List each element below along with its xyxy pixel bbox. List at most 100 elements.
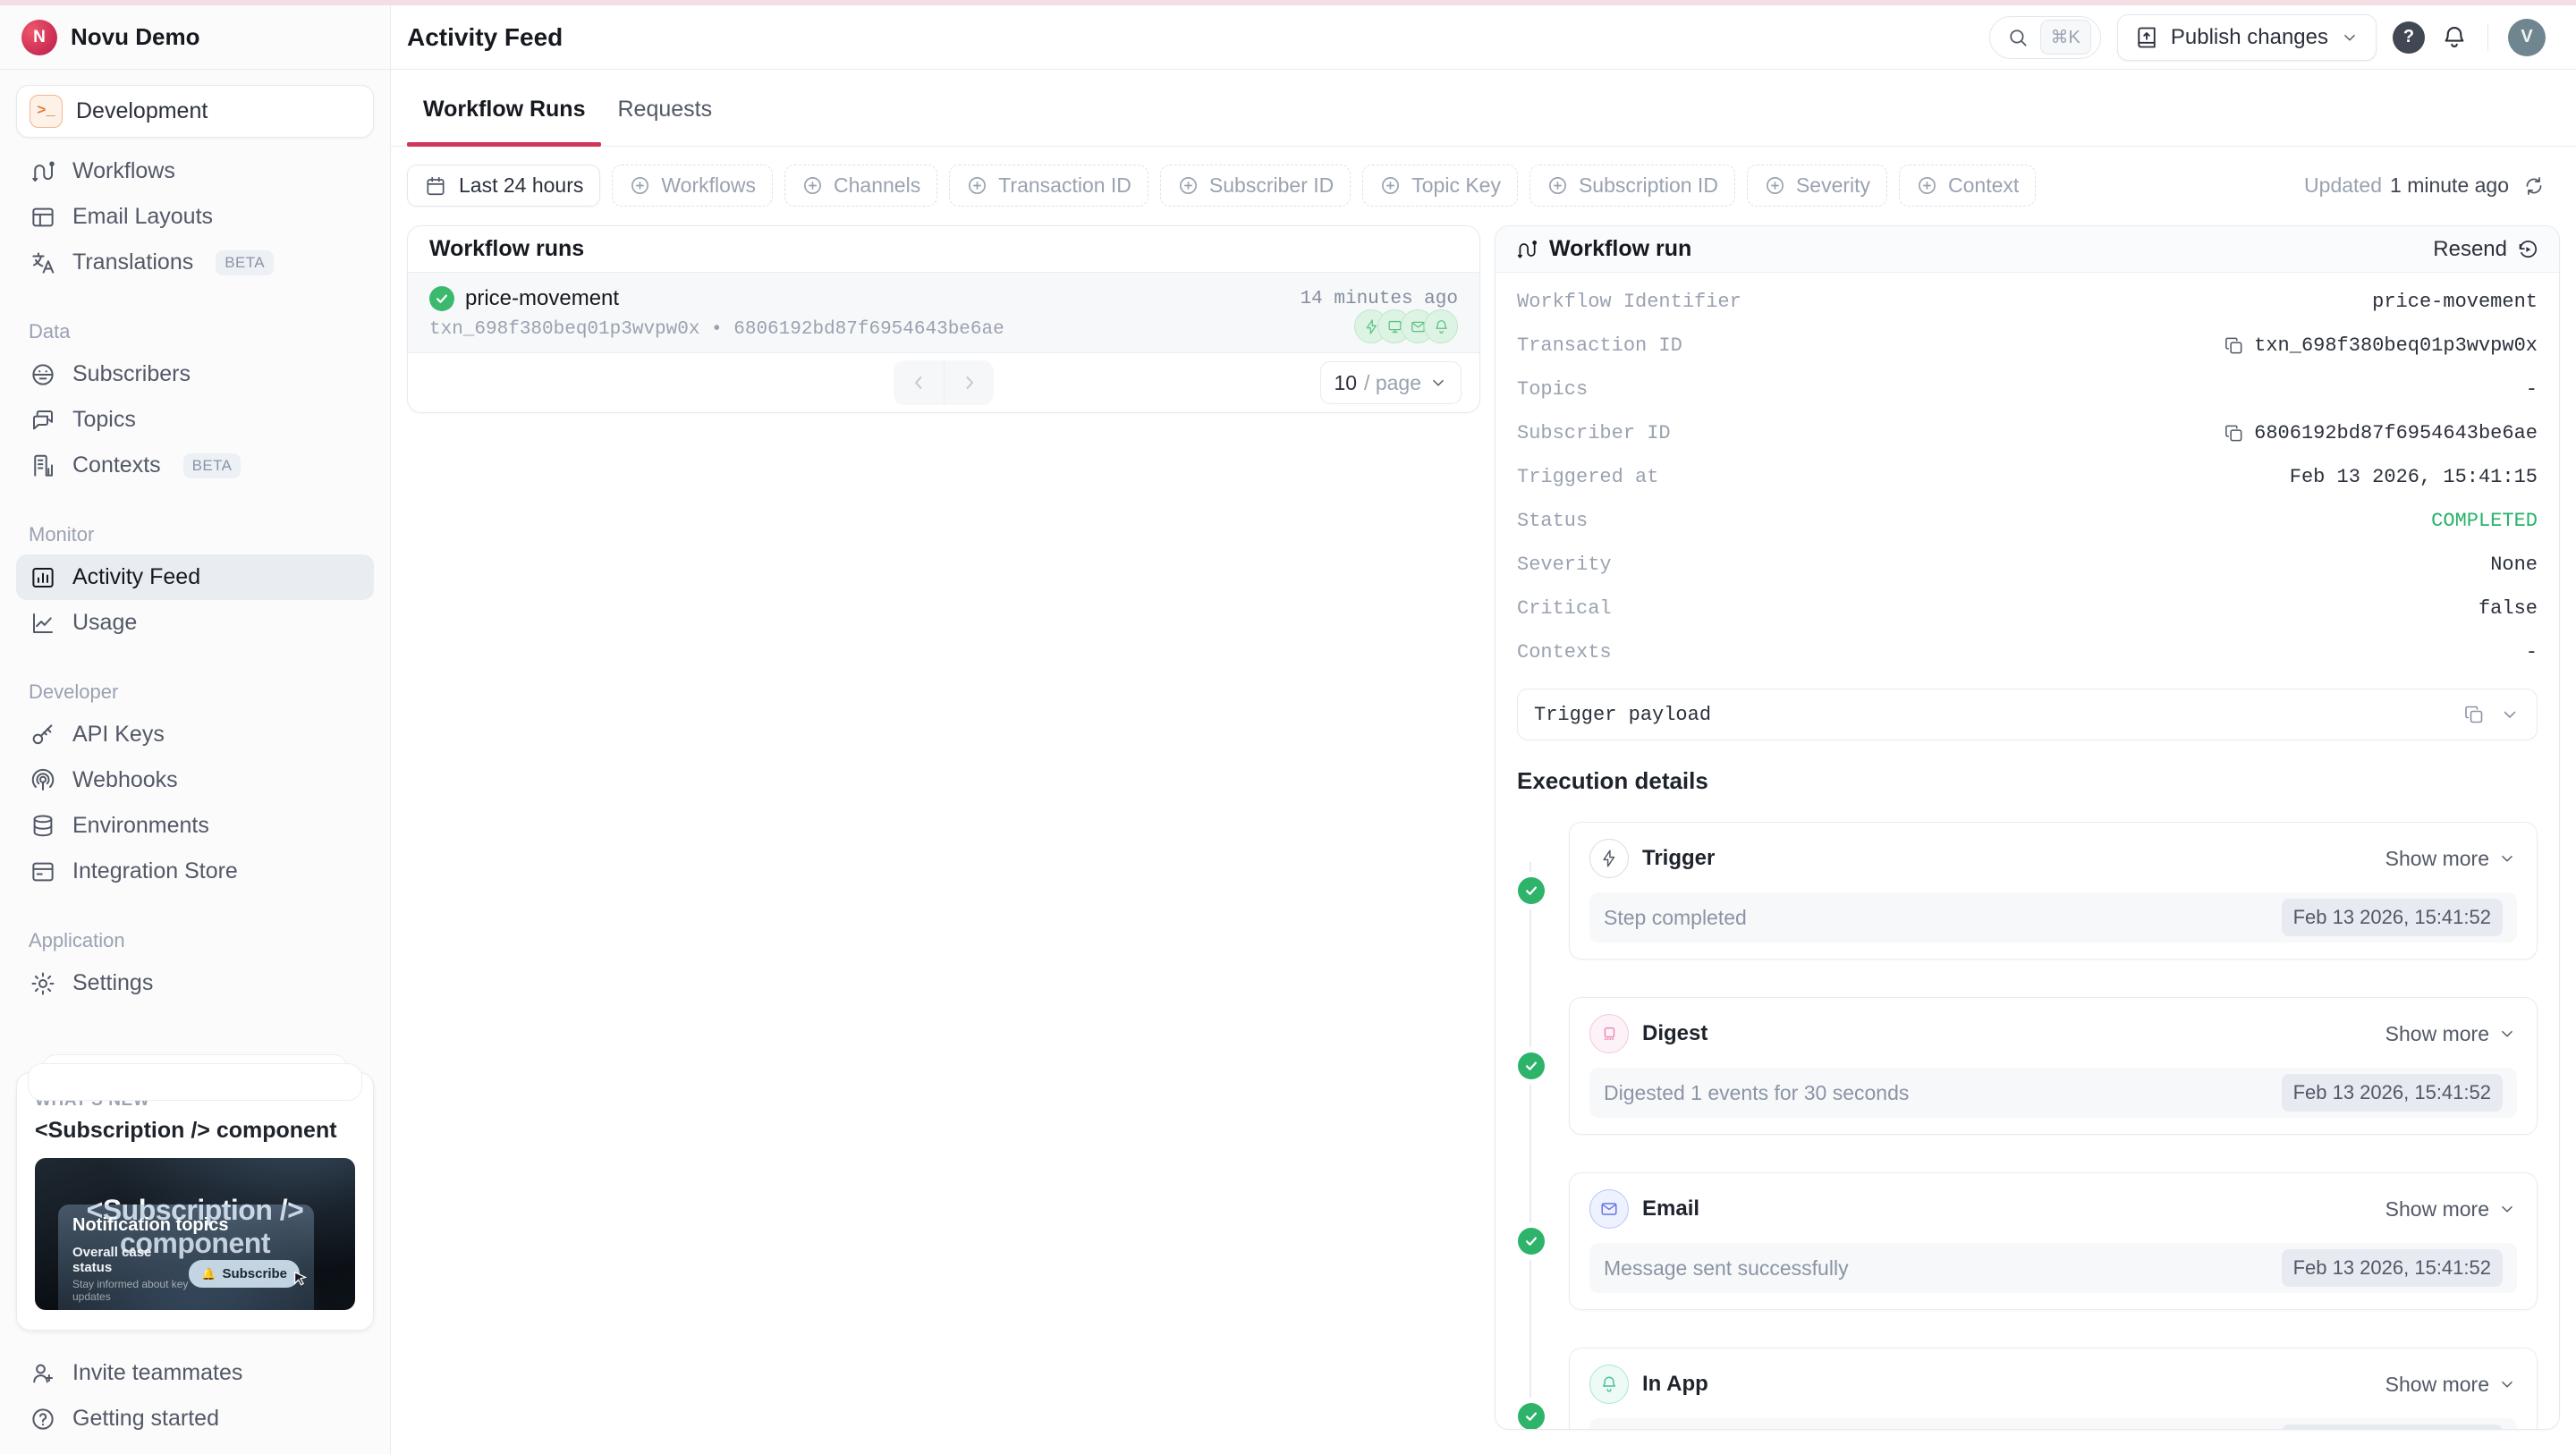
field-label: Subscriber ID bbox=[1517, 422, 1671, 444]
subscribe-button: 🔔 Subscribe bbox=[189, 1260, 308, 1288]
success-check-icon bbox=[429, 286, 454, 311]
tab-workflow-runs[interactable]: Workflow Runs bbox=[407, 70, 602, 147]
plus-circle-icon bbox=[966, 174, 988, 197]
plus-circle-icon bbox=[629, 174, 651, 197]
search-button[interactable]: ⌘K bbox=[1988, 15, 2101, 59]
plus-circle-icon bbox=[1546, 174, 1569, 197]
filter-transaction-id[interactable]: Transaction ID bbox=[949, 165, 1148, 207]
show-more-button[interactable]: Show more bbox=[2385, 1373, 2517, 1397]
calendar-icon bbox=[424, 174, 447, 198]
filters-bar: Last 24 hours Workflows Channels Transac… bbox=[391, 147, 2576, 222]
show-more-label: Show more bbox=[2385, 1021, 2489, 1045]
copy-icon[interactable] bbox=[2224, 423, 2244, 444]
field-label: Workflow Identifier bbox=[1517, 291, 1741, 313]
field-value: - bbox=[2525, 641, 2538, 664]
publish-changes-button[interactable]: Publish changes bbox=[2116, 13, 2377, 61]
plus-circle-icon bbox=[1916, 174, 1938, 197]
execution-details-title: Execution details bbox=[1517, 767, 1708, 794]
chevron-down-icon[interactable] bbox=[2499, 704, 2521, 725]
filter-workflows[interactable]: Workflows bbox=[612, 165, 774, 207]
getting-started-link[interactable]: Getting started bbox=[16, 1396, 374, 1441]
filter-topic-key[interactable]: Topic Key bbox=[1362, 165, 1518, 207]
filter-label: Transaction ID bbox=[998, 173, 1131, 197]
whats-new-media: <Subscription /> component Notification … bbox=[35, 1158, 355, 1310]
field-label: Triggered at bbox=[1517, 466, 1659, 488]
field-label: Topics bbox=[1517, 378, 1589, 401]
publish-label: Publish changes bbox=[2170, 24, 2328, 49]
help-button[interactable]: ? bbox=[2393, 21, 2425, 54]
sidebar-item-settings[interactable]: Settings bbox=[16, 960, 374, 1006]
sidebar-section-application: Application bbox=[29, 929, 125, 951]
run-channel-badges bbox=[1354, 309, 1458, 343]
whats-new-card[interactable]: WHAT'S NEW <Subscription /> component <S… bbox=[16, 1072, 374, 1331]
filter-label: Severity bbox=[1795, 173, 1871, 197]
sidebar-item-email-layouts[interactable]: Email Layouts bbox=[16, 194, 374, 240]
field-topics: Topics - bbox=[1517, 368, 2538, 411]
user-plus-icon bbox=[29, 1359, 57, 1388]
step-card-digest: Digest Show more Digested 1 events for 3… bbox=[1518, 997, 2538, 1135]
workflow-run-row[interactable]: price-movement 14 minutes ago txn_698f38… bbox=[408, 273, 1479, 353]
tab-requests[interactable]: Requests bbox=[617, 97, 713, 122]
next-page-button[interactable] bbox=[944, 360, 994, 405]
sidebar-item-workflows[interactable]: Workflows bbox=[16, 148, 374, 194]
filter-subscriber-id[interactable]: Subscriber ID bbox=[1159, 165, 1352, 207]
refresh-icon[interactable] bbox=[2522, 174, 2546, 198]
sidebar-item-environments[interactable]: Environments bbox=[16, 803, 374, 849]
chevron-down-icon bbox=[2502, 1205, 2512, 1213]
sidebar-item-integration-store[interactable]: Integration Store bbox=[16, 849, 374, 894]
sidebar-item-usage[interactable]: Usage bbox=[16, 600, 374, 646]
field-severity: Severity None bbox=[1517, 543, 2538, 587]
resend-button[interactable]: Resend bbox=[2433, 237, 2539, 262]
sidebar-item-api-keys[interactable]: API Keys bbox=[16, 712, 374, 757]
run-time-ago: 14 minutes ago bbox=[1300, 288, 1458, 309]
step-success-check-icon bbox=[1518, 1052, 1545, 1079]
sidebar-item-subscribers[interactable]: Subscribers bbox=[16, 351, 374, 397]
sidebar-item-label: Contexts bbox=[72, 452, 161, 478]
step-status-text: Message sent successfully bbox=[1604, 1255, 1849, 1280]
invite-teammates-link[interactable]: Invite teammates bbox=[16, 1350, 374, 1396]
sidebar-item-label: Integration Store bbox=[72, 858, 238, 883]
environment-switcher[interactable]: >_ Development bbox=[16, 85, 374, 138]
filter-channels[interactable]: Channels bbox=[784, 165, 938, 207]
field-value: None bbox=[2490, 554, 2538, 576]
sidebar-item-topics[interactable]: Topics bbox=[16, 397, 374, 443]
copy-icon[interactable] bbox=[2463, 704, 2485, 725]
sidebar-item-activity-feed[interactable]: Activity Feed bbox=[16, 554, 374, 600]
digest-icon bbox=[1589, 1014, 1629, 1053]
filter-subscription-id[interactable]: Subscription ID bbox=[1529, 165, 1735, 207]
field-triggered-at: Triggered at Feb 13 2026, 15:41:15 bbox=[1517, 455, 2538, 499]
filter-severity[interactable]: Severity bbox=[1746, 165, 1888, 207]
sidebar-item-label: Email Layouts bbox=[72, 204, 214, 229]
key-icon bbox=[29, 721, 57, 749]
field-value: txn_698f380beq01p3wvpw0x bbox=[2254, 334, 2538, 357]
step-card-in-app: In App Show more Message sent successful… bbox=[1518, 1348, 2538, 1429]
date-range-filter[interactable]: Last 24 hours bbox=[407, 165, 601, 207]
plus-circle-icon bbox=[801, 174, 824, 197]
user-avatar[interactable]: V bbox=[2508, 18, 2546, 56]
show-more-button[interactable]: Show more bbox=[2385, 847, 2517, 871]
show-more-label: Show more bbox=[2385, 1372, 2489, 1396]
notifications-bell-button[interactable] bbox=[2441, 24, 2468, 51]
trigger-payload-toggle[interactable]: Trigger payload bbox=[1517, 689, 2538, 740]
step-card-trigger: Trigger Show more Step completed Feb 13 … bbox=[1518, 822, 2538, 959]
sidebar-item-contexts[interactable]: Contexts BETA bbox=[16, 443, 374, 488]
step-success-check-icon bbox=[1518, 877, 1545, 904]
panel-title: Notification topics bbox=[72, 1215, 229, 1235]
chevron-down-icon bbox=[2340, 28, 2360, 47]
show-more-button[interactable]: Show more bbox=[2385, 1197, 2517, 1222]
workflow-runs-panel-title: Workflow runs bbox=[408, 226, 1479, 273]
org-switcher[interactable]: N Novu Demo bbox=[0, 5, 390, 70]
sidebar-item-webhooks[interactable]: Webhooks bbox=[16, 757, 374, 803]
page-size-select[interactable]: 10 / page bbox=[1320, 361, 1462, 404]
show-more-button[interactable]: Show more bbox=[2385, 1022, 2517, 1046]
page-size-suffix: / page bbox=[1364, 370, 1421, 394]
prev-page-button[interactable] bbox=[894, 360, 944, 405]
run-detail-fields: Workflow Identifier price-movement Trans… bbox=[1496, 273, 2559, 674]
run-name: price-movement bbox=[465, 286, 620, 310]
date-range-label: Last 24 hours bbox=[459, 173, 584, 197]
copy-icon[interactable] bbox=[2224, 335, 2244, 356]
step-name: Trigger bbox=[1642, 846, 1716, 870]
field-value: price-movement bbox=[2372, 291, 2538, 313]
filter-context[interactable]: Context bbox=[1899, 165, 2037, 207]
sidebar-item-translations[interactable]: Translations BETA bbox=[16, 240, 374, 285]
